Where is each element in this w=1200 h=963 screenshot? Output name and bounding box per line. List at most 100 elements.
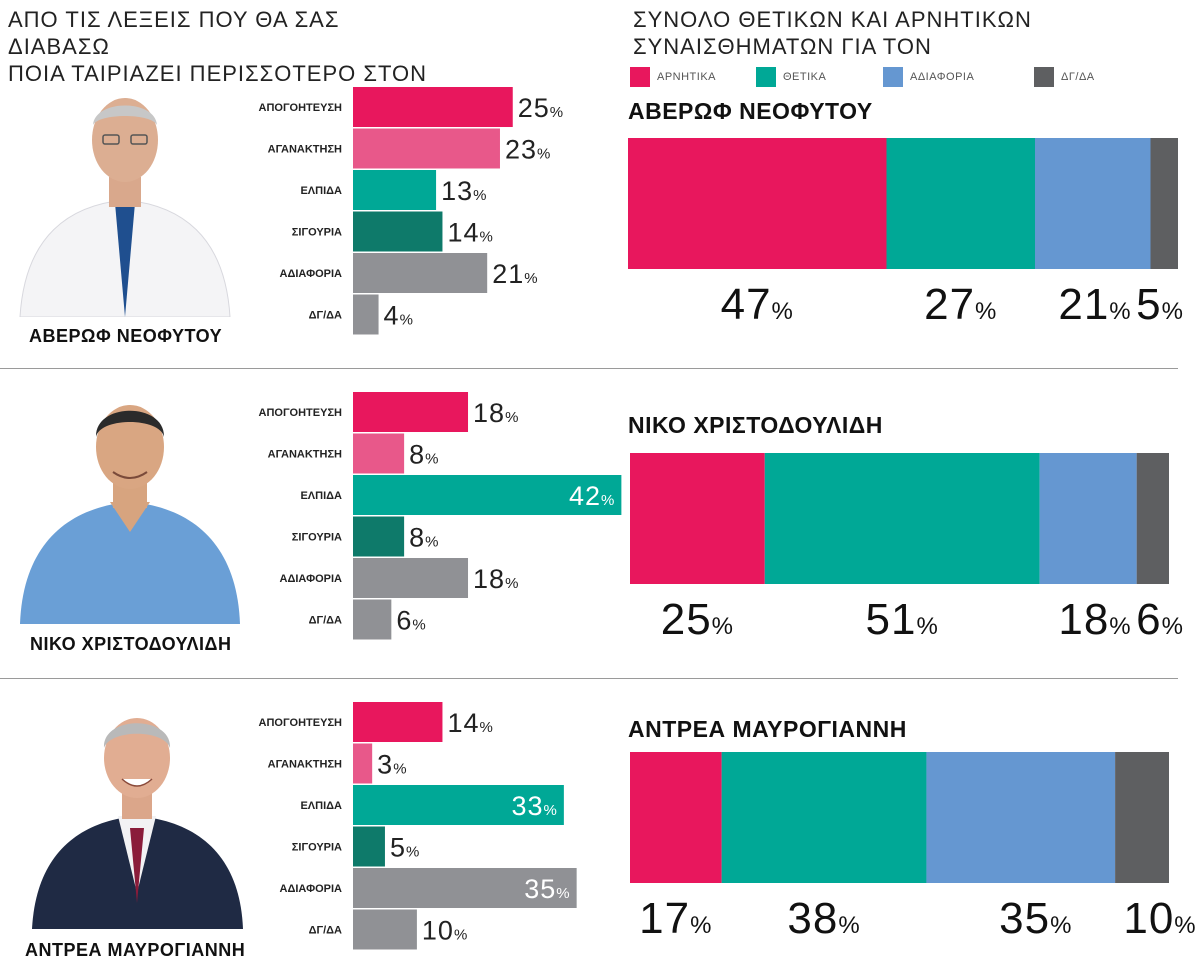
total-bar-segment	[1039, 453, 1137, 584]
right-title-line-2: ΣΥΝΑΙΣΘΗΜΑΤΩΝ ΓΙΑ ΤΟΝ	[633, 34, 932, 59]
emotion-bar	[353, 253, 488, 293]
emotion-bar	[353, 128, 500, 169]
total-value-label: 18%	[1058, 595, 1131, 644]
emotion-bar	[353, 785, 564, 825]
candidate-photo-averof	[19, 98, 231, 317]
legend-label-dgda: ΔΓ/ΔΑ	[1061, 71, 1095, 83]
value-label: 6%	[396, 606, 426, 636]
total-value-label: 25%	[661, 595, 734, 644]
value-label: 18%	[473, 398, 519, 428]
value-label: 14%	[447, 708, 493, 738]
legend-item-adiaforia: ΑΔΙΑΦΟΡΙΑ	[883, 67, 974, 87]
legend: ΑΡΝΗΤΙΚΑ ΘΕΤΙΚΑ ΑΔΙΑΦΟΡΙΑ ΔΓ/ΔΑ	[630, 67, 1190, 87]
value-label: 18%	[473, 564, 519, 594]
emotion-bar	[353, 599, 392, 640]
left-chart-title: ΑΠΟ ΤΙΣ ΛΕΞΕΙΣ ΠΟΥ ΘΑ ΣΑΣ ΔΙΑΒΑΣΩ ΠΟΙΑ Τ…	[8, 6, 428, 87]
total-bar-segment	[628, 138, 887, 269]
category-label: ΑΔΙΑΦΟΡΙΑ	[280, 268, 343, 280]
value-label: 25%	[518, 93, 564, 123]
category-label: ΑΠΟΓΟΗΤΕΥΣΗ	[259, 717, 343, 729]
total-value-label: 10%	[1123, 894, 1196, 943]
legend-item-dgda: ΔΓ/ΔΑ	[1034, 67, 1095, 87]
emotion-bar	[353, 87, 513, 127]
category-label: ΣΙΓΟΥΡΙΑ	[292, 227, 342, 239]
section-divider	[0, 368, 1178, 369]
total-value-label: 5%	[1136, 280, 1184, 329]
value-label: 10%	[422, 916, 468, 946]
legend-label-arnitika: ΑΡΝΗΤΙΚΑ	[657, 71, 717, 83]
total-bar-segment	[1035, 138, 1151, 269]
value-label: 23%	[505, 135, 551, 165]
candidate-name-right: ΑΝΤΡΕΑ ΜΑΥΡΟΓΙΑΝΝΗ	[628, 716, 907, 742]
total-bar-segment	[630, 453, 765, 584]
legend-item-thetika: ΘΕΤΙΚΑ	[756, 67, 826, 87]
total-value-label: 27%	[924, 280, 997, 329]
left-title-line-1: ΑΠΟ ΤΙΣ ΛΕΞΕΙΣ ΠΟΥ ΘΑ ΣΑΣ ΔΙΑΒΑΣΩ	[8, 7, 340, 59]
total-bar-segment	[1150, 138, 1178, 269]
value-label: 35%	[524, 874, 570, 904]
emotion-bar	[353, 475, 622, 515]
total-bar-segment	[721, 752, 927, 883]
category-label: ΑΔΙΑΦΟΡΙΑ	[280, 573, 343, 585]
emotion-bar	[353, 170, 437, 210]
right-chart-title: ΣΥΝΟΛΟ ΘΕΤΙΚΩΝ ΚΑΙ ΑΡΝΗΤΙΚΩΝ ΣΥΝΑΙΣΘΗΜΑΤ…	[633, 6, 1133, 60]
total-bar-segment	[926, 752, 1116, 883]
category-label: ΔΓ/ΔΑ	[309, 615, 342, 627]
legend-swatch-thetika	[756, 67, 776, 87]
legend-swatch-arnitika	[630, 67, 650, 87]
category-label: ΑΓΑΝΑΚΤΗΣΗ	[268, 144, 342, 156]
value-label: 42%	[569, 481, 615, 511]
emotion-bar	[353, 702, 443, 742]
total-value-label: 51%	[866, 595, 939, 644]
category-label: ΕΛΠΙΔΑ	[300, 800, 342, 812]
candidate-photo-christodoulides	[20, 405, 240, 624]
category-label: ΕΛΠΙΔΑ	[300, 490, 342, 502]
total-value-label: 35%	[999, 894, 1072, 943]
total-bar-segment	[1136, 453, 1169, 584]
emotion-bar	[353, 433, 405, 474]
total-value-label: 47%	[721, 280, 794, 329]
candidate-name-left: ΑΝΤΡΕΑ ΜΑΥΡΟΓΙΑΝΝΗ	[25, 940, 246, 960]
total-value-label: 38%	[787, 894, 860, 943]
value-label: 8%	[409, 523, 439, 553]
total-value-label: 21%	[1058, 280, 1131, 329]
legend-swatch-adiaforia	[883, 67, 903, 87]
candidate-name-left: ΝΙΚΟ ΧΡΙΣΤΟΔΟΥΛΙΔΗ	[30, 634, 232, 654]
value-label: 5%	[390, 833, 420, 863]
candidate-name-right: ΑΒΕΡΩΦ ΝΕΟΦΥΤΟΥ	[628, 98, 873, 124]
category-label: ΑΓΑΝΑΚΤΗΣΗ	[268, 759, 342, 771]
emotion-bar	[353, 558, 469, 598]
legend-label-adiaforia: ΑΔΙΑΦΟΡΙΑ	[910, 71, 975, 83]
emotion-bar	[353, 909, 417, 950]
emotion-bar	[353, 826, 385, 867]
total-value-label: 6%	[1136, 595, 1184, 644]
legend-label-thetika: ΘΕΤΙΚΑ	[783, 71, 827, 83]
total-value-label: 17%	[639, 894, 712, 943]
total-bar-segment	[886, 138, 1035, 269]
candidate-name-right: ΝΙΚΟ ΧΡΙΣΤΟΔΟΥΛΙΔΗ	[628, 412, 883, 438]
total-bar-segment	[764, 453, 1040, 584]
value-label: 14%	[447, 218, 493, 248]
emotion-bar	[353, 868, 577, 908]
legend-swatch-dgda	[1034, 67, 1054, 87]
category-label: ΑΠΟΓΟΗΤΕΥΣΗ	[259, 102, 343, 114]
emotion-bar	[353, 516, 405, 557]
category-label: ΑΠΟΓΟΗΤΕΥΣΗ	[259, 407, 343, 419]
candidate-photo-mavrogiannis	[32, 718, 243, 929]
emotion-bar	[353, 294, 379, 335]
legend-item-arnitika: ΑΡΝΗΤΙΚΑ	[630, 67, 716, 87]
category-label: ΔΓ/ΔΑ	[309, 310, 342, 322]
emotion-bar	[353, 743, 373, 784]
category-label: ΣΙΓΟΥΡΙΑ	[292, 532, 342, 544]
value-label: 3%	[377, 750, 407, 780]
right-title-line-1: ΣΥΝΟΛΟ ΘΕΤΙΚΩΝ ΚΑΙ ΑΡΝΗΤΙΚΩΝ	[633, 7, 1032, 32]
value-label: 33%	[511, 791, 557, 821]
value-label: 4%	[384, 301, 414, 331]
category-label: ΑΓΑΝΑΚΤΗΣΗ	[268, 449, 342, 461]
value-label: 8%	[409, 440, 439, 470]
total-bar-segment	[1115, 752, 1169, 883]
section-divider	[0, 678, 1178, 679]
emotion-bar	[353, 211, 443, 252]
left-title-line-2: ΠΟΙΑ ΤΑΙΡΙΑΖΕΙ ΠΕΡΙΣΣΟΤΕΡΟ ΣΤΟΝ	[8, 61, 427, 86]
